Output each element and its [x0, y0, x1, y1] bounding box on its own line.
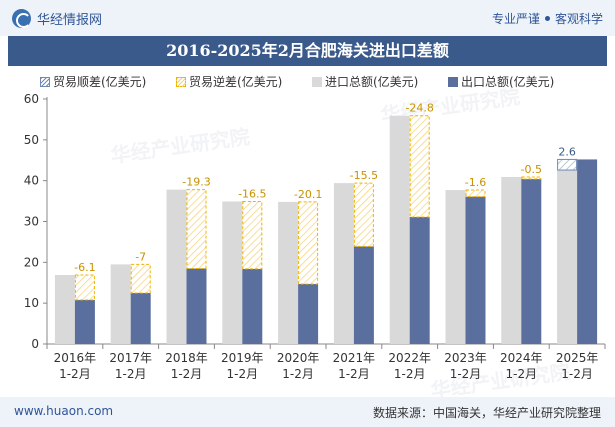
import-bar	[557, 170, 578, 344]
y-tick-label: 50	[24, 133, 39, 147]
legend-label-exports: 出口总额(亿美元)	[461, 75, 555, 89]
export-bar	[242, 268, 263, 344]
legend-item-imports[interactable]: 进口总额(亿美元)	[312, 73, 418, 91]
x-tick-label-year: 2020年	[277, 351, 320, 365]
site-name[interactable]: 华经情报网	[37, 13, 103, 28]
deficit-segment	[465, 189, 486, 198]
legend-item-exports[interactable]: 出口总额(亿美元)	[448, 73, 554, 91]
import-bar	[501, 176, 522, 344]
exports-swatch-icon	[448, 76, 458, 87]
x-tick-label-period: 1-2月	[394, 367, 426, 381]
x-tick-label-year: 2022年	[388, 351, 431, 365]
x-tick-label-period: 1-2月	[115, 367, 147, 381]
legend-item-surplus[interactable]: 贸易顺差(亿美元)	[40, 73, 146, 91]
import-bar	[54, 274, 75, 344]
import-bar	[445, 190, 466, 344]
deficit-segment	[409, 115, 430, 218]
import-bar	[222, 201, 243, 344]
chart-title-bar: 2016-2025年2月合肥海关进出口差额	[8, 36, 607, 66]
deficit-swatch-icon	[176, 76, 186, 87]
export-bar	[186, 268, 207, 344]
deficit-segment	[130, 263, 151, 294]
y-tick-label: 0	[31, 337, 39, 351]
x-tick-label-year: 2023年	[444, 351, 487, 365]
surplus-segment	[557, 158, 578, 171]
x-tick-label-period: 1-2月	[450, 367, 482, 381]
import-bar	[110, 264, 131, 344]
deficit-segment	[521, 176, 542, 180]
export-bar	[409, 217, 430, 344]
deficit-segment	[74, 274, 95, 301]
balance-label: 2.6	[558, 145, 576, 158]
dot-icon	[544, 16, 550, 21]
deficit-segment	[353, 182, 374, 247]
y-tick-label: 10	[24, 296, 39, 310]
x-tick-label-period: 1-2月	[59, 367, 91, 381]
chart-title: 2016-2025年2月合肥海关进出口差额	[166, 41, 449, 60]
balance-label: -16.5	[238, 187, 266, 200]
logo-icon	[12, 9, 31, 28]
x-tick-label-year: 2019年	[221, 351, 264, 365]
site-header: 华经情报网 专业严谨 客观科学	[0, 0, 615, 36]
x-tick-label-year: 2017年	[109, 351, 152, 365]
x-tick-label-period: 1-2月	[171, 367, 203, 381]
export-bar	[353, 246, 374, 344]
import-bar	[389, 115, 410, 344]
y-tick-label: 40	[24, 174, 39, 188]
slogan-left: 专业严谨	[491, 12, 540, 26]
bar-chart: 0 10 20 30 40 50 60 -6.1 2016年 1-2月 -7 2017年 1-2月 -19…	[24, 92, 606, 381]
site-slogan: 专业严谨 客观科学	[492, 10, 603, 27]
y-tick-label: 60	[24, 92, 39, 106]
export-bar	[74, 299, 95, 344]
x-tick-label-period: 1-2月	[561, 367, 593, 381]
balance-label: -19.3	[182, 176, 210, 189]
balance-label: -24.8	[405, 102, 433, 115]
import-bar	[333, 183, 354, 344]
export-bar	[577, 159, 598, 344]
footer-url[interactable]: www.huaon.com	[14, 404, 114, 418]
slogan-right: 客观科学	[554, 12, 603, 26]
x-tick-label-year: 2025年	[556, 351, 599, 365]
export-bar	[298, 283, 319, 344]
balance-label: -0.5	[521, 163, 542, 176]
legend-label-surplus: 贸易顺差(亿美元)	[53, 75, 147, 89]
balance-label: -7	[135, 250, 146, 263]
x-tick-label-year: 2021年	[333, 351, 376, 365]
deficit-segment	[298, 201, 319, 285]
x-tick-label-period: 1-2月	[226, 367, 258, 381]
x-tick-label-year: 2016年	[54, 351, 97, 365]
footer-source: 数据来源：中国海关，华经产业研究院整理	[372, 406, 601, 420]
x-tick-label-period: 1-2月	[505, 367, 537, 381]
legend-label-deficit: 贸易逆差(亿美元)	[189, 75, 283, 89]
import-bar	[166, 189, 187, 344]
import-bar	[278, 201, 299, 344]
y-tick-label: 20	[24, 255, 39, 269]
site-footer: www.huaon.com 数据来源：中国海关，华经产业研究院整理	[0, 397, 615, 427]
export-bar	[521, 179, 542, 344]
x-tick-label-year: 2018年	[165, 351, 208, 365]
balance-label: -20.1	[294, 188, 322, 201]
surplus-swatch-icon	[40, 76, 50, 87]
x-tick-label-year: 2024年	[500, 351, 543, 365]
export-bar	[465, 196, 486, 344]
imports-swatch-icon	[312, 76, 322, 87]
x-tick-label-period: 1-2月	[282, 367, 314, 381]
y-tick-label: 30	[24, 215, 39, 229]
balance-label: -15.5	[350, 169, 378, 182]
legend-item-deficit[interactable]: 贸易逆差(亿美元)	[176, 73, 282, 91]
x-tick-label-period: 1-2月	[338, 367, 370, 381]
legend-label-imports: 进口总额(亿美元)	[325, 75, 419, 89]
deficit-segment	[242, 200, 263, 270]
chart-legend: 贸易顺差(亿美元) 贸易逆差(亿美元) 进口总额(亿美元) 出口总额(亿美元)	[40, 73, 600, 93]
export-bar	[130, 292, 151, 344]
balance-label: -1.6	[465, 176, 486, 189]
balance-label: -6.1	[74, 261, 95, 274]
deficit-segment	[186, 189, 207, 269]
